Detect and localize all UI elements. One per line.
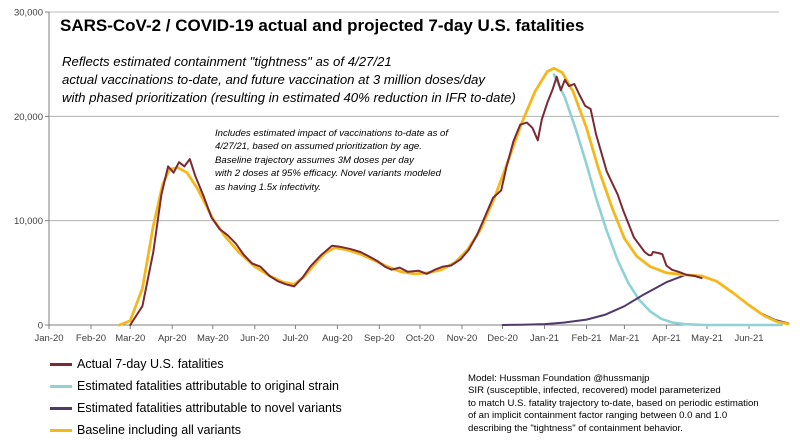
y-tick-label: 10,000 xyxy=(14,216,43,227)
chart-annotation: Includes estimated impact of vaccination… xyxy=(215,128,449,193)
x-tick-label: Sep-20 xyxy=(364,333,395,344)
x-tick-label: Feb-21 xyxy=(571,333,601,344)
x-tick-label: Jan-20 xyxy=(34,333,63,344)
legend-label-original-strain: Estimated fatalities attributable to ori… xyxy=(77,379,339,393)
x-tick-label: Nov-20 xyxy=(447,333,478,344)
x-tick-label: Mar-21 xyxy=(609,333,639,344)
legend-item-actual: Actual 7-day U.S. fatalities xyxy=(50,353,224,375)
x-tick-label: Dec-20 xyxy=(487,333,518,344)
x-tick-label: Apr-21 xyxy=(652,333,681,344)
x-tick-label: Aug-20 xyxy=(322,333,353,344)
legend-swatch-novel-variants xyxy=(50,406,72,410)
x-tick-label: Mar-20 xyxy=(115,333,145,344)
x-tick-label: May-21 xyxy=(691,333,723,344)
model-note: Model: Hussman Foundation @hussmanjp SIR… xyxy=(468,373,759,434)
legend-label-actual: Actual 7-day U.S. fatalities xyxy=(77,357,224,371)
legend-swatch-baseline xyxy=(50,428,72,432)
x-tick-label: Jan-21 xyxy=(530,333,559,344)
legend-swatch-original-strain xyxy=(50,384,72,388)
gridlines xyxy=(49,11,779,222)
legend-label-novel-variants: Estimated fatalities attributable to nov… xyxy=(77,401,342,415)
y-axis-ticks: 0 10,000 20,000 30,000 xyxy=(14,8,49,332)
x-tick-label: Jul-20 xyxy=(282,333,308,344)
x-tick-label: Jun-21 xyxy=(734,333,763,344)
y-tick-label: 30,000 xyxy=(14,8,43,19)
axes xyxy=(48,12,779,326)
x-tick-label: May-20 xyxy=(197,333,229,344)
x-axis-ticks: Jan-20 Feb-20 Mar-20 Apr-20 May-20 Jun-20 Jul-… xyxy=(34,325,764,344)
series-actual-line xyxy=(129,75,703,326)
y-tick-label: 20,000 xyxy=(14,112,43,123)
chart-title: SARS-CoV-2 / COVID-19 actual and project… xyxy=(60,16,585,35)
series-lines xyxy=(118,66,790,327)
x-tick-label: Oct-20 xyxy=(406,333,435,344)
chart-subtitle: Reflects estimated containment "tightnes… xyxy=(62,54,516,105)
legend-swatch-actual xyxy=(50,362,72,366)
x-tick-label: Feb-20 xyxy=(76,333,106,344)
x-tick-label: Jun-20 xyxy=(240,333,269,344)
legend-item-baseline: Baseline including all variants xyxy=(50,419,241,441)
series-original-strain-line xyxy=(552,73,783,327)
y-tick-label: 0 xyxy=(38,321,43,332)
legend-item-novel-variants: Estimated fatalities attributable to nov… xyxy=(50,397,342,419)
legend-item-original-strain: Estimated fatalities attributable to ori… xyxy=(50,375,339,397)
legend-label-baseline: Baseline including all variants xyxy=(77,423,241,437)
x-tick-label: Apr-20 xyxy=(158,333,187,344)
